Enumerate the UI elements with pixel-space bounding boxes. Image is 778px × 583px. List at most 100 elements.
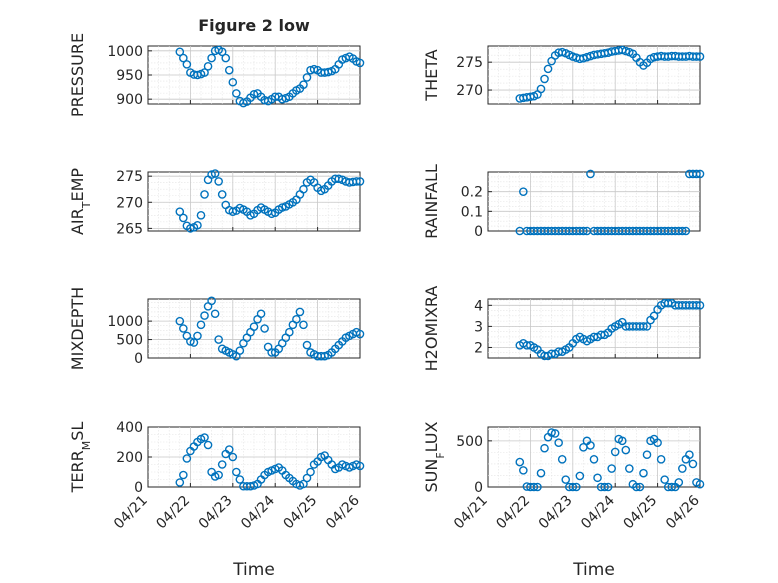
- data-point: [621, 46, 631, 56]
- data-point: [586, 169, 595, 179]
- data-point: [586, 441, 595, 450]
- data-point: [200, 311, 209, 320]
- y-tick-label: 1000: [107, 314, 143, 330]
- y-tick-label: 900: [116, 92, 143, 108]
- data-point: [203, 62, 213, 71]
- data-point: [355, 329, 365, 339]
- y-tick-label: 950: [116, 68, 143, 84]
- data-point: [685, 450, 694, 459]
- data-point: [175, 316, 185, 326]
- data-point: [667, 482, 677, 492]
- data-point: [200, 68, 209, 77]
- data-point: [210, 309, 220, 319]
- y-tick-label: 0.2: [461, 185, 483, 201]
- subplot-air-temp: 265 270 275 AIRTEMP: [68, 168, 365, 237]
- y-tick-label: 275: [116, 169, 143, 185]
- data-point: [228, 77, 238, 87]
- x-axis-label-left: Time: [232, 560, 275, 580]
- data-point: [695, 52, 705, 61]
- y-axis-label: AIRTEMP: [68, 168, 93, 235]
- y-axis-label: H2OMIXRA: [422, 286, 441, 372]
- y-tick-label: 0: [474, 224, 483, 240]
- data-point: [203, 440, 213, 450]
- data-point: [533, 482, 542, 492]
- data-point: [193, 220, 202, 230]
- data-point: [323, 67, 333, 77]
- data-point: [295, 307, 305, 317]
- x-tick-label: 04/26: [323, 492, 363, 532]
- y-tick-label: 2: [474, 340, 483, 356]
- x-tick-label: 04/21: [451, 493, 491, 533]
- x-tick-label: 04/21: [111, 493, 151, 533]
- data-point: [607, 464, 616, 473]
- data-point: [182, 60, 192, 69]
- data-point: [193, 331, 202, 341]
- data-point: [302, 73, 312, 82]
- y-tick-label: 500: [116, 333, 143, 349]
- y-tick-label: 1000: [107, 44, 143, 60]
- subplot-pressure: 900 950 1000 PRESSURE: [68, 33, 365, 117]
- data-point: [320, 351, 329, 361]
- y-tick-label: 0.1: [461, 204, 483, 220]
- y-tick-label: 275: [456, 55, 483, 71]
- data-point: [593, 473, 602, 483]
- data-point: [214, 470, 223, 480]
- data-point: [299, 80, 308, 89]
- y-axis-label: PRESSURE: [68, 33, 87, 117]
- data-point: [175, 207, 185, 216]
- data-point: [519, 466, 528, 475]
- subplot-theta: 270 275 THETA: [422, 45, 705, 105]
- y-tick-label: 0: [134, 480, 143, 496]
- y-tick-label: 200: [116, 450, 143, 466]
- data-point: [224, 445, 234, 454]
- subplot-grid: 900 950 1000 PRESSURE 270 275 THETA 265 270 275 AI…: [68, 33, 705, 533]
- data-point: [681, 226, 691, 236]
- data-point: [210, 169, 220, 178]
- data-point: [228, 207, 238, 216]
- data-point: [688, 459, 698, 469]
- data-point: [557, 47, 567, 57]
- data-point: [235, 346, 245, 355]
- x-tick-label: 04/22: [493, 493, 533, 533]
- data-point: [292, 314, 301, 324]
- data-point: [695, 169, 705, 179]
- data-point: [207, 296, 216, 306]
- x-tick-label: 04/25: [621, 493, 661, 533]
- data-point: [214, 177, 223, 186]
- data-point: [678, 226, 687, 236]
- y-tick-label: 4: [474, 298, 483, 314]
- y-axis-label: RAINFALL: [422, 164, 441, 239]
- x-tick-label: 04/23: [196, 493, 236, 533]
- data-point: [635, 482, 645, 492]
- y-axis-label: MIXDEPTH: [68, 287, 87, 370]
- data-point: [536, 84, 546, 94]
- data-point: [649, 311, 659, 321]
- y-tick-label: 265: [116, 221, 143, 237]
- data-point: [221, 53, 231, 63]
- data-point: [603, 482, 613, 492]
- data-point: [175, 47, 185, 57]
- y-tick-label: 0: [474, 480, 483, 496]
- data-point: [557, 455, 567, 464]
- data-point: [540, 443, 549, 453]
- data-point: [536, 468, 546, 478]
- data-point: [179, 324, 188, 333]
- subplot-h2omixra: 2 3 4 H2OMIXRA: [422, 286, 705, 372]
- data-point: [179, 470, 188, 480]
- x-tick-label: 04/24: [238, 492, 278, 532]
- data-point: [617, 436, 627, 446]
- data-point: [355, 461, 365, 471]
- data-point: [355, 177, 365, 186]
- y-axis-label: THETA: [422, 49, 441, 101]
- data-point: [579, 226, 588, 236]
- data-point: [639, 322, 648, 331]
- data-point: [228, 452, 238, 462]
- data-point: [299, 320, 308, 330]
- x-axis-label-right: Time: [572, 560, 615, 580]
- data-point: [285, 327, 294, 337]
- y-tick-label: 270: [456, 83, 483, 99]
- data-point: [632, 482, 641, 492]
- data-point: [267, 348, 276, 357]
- data-point: [277, 203, 287, 212]
